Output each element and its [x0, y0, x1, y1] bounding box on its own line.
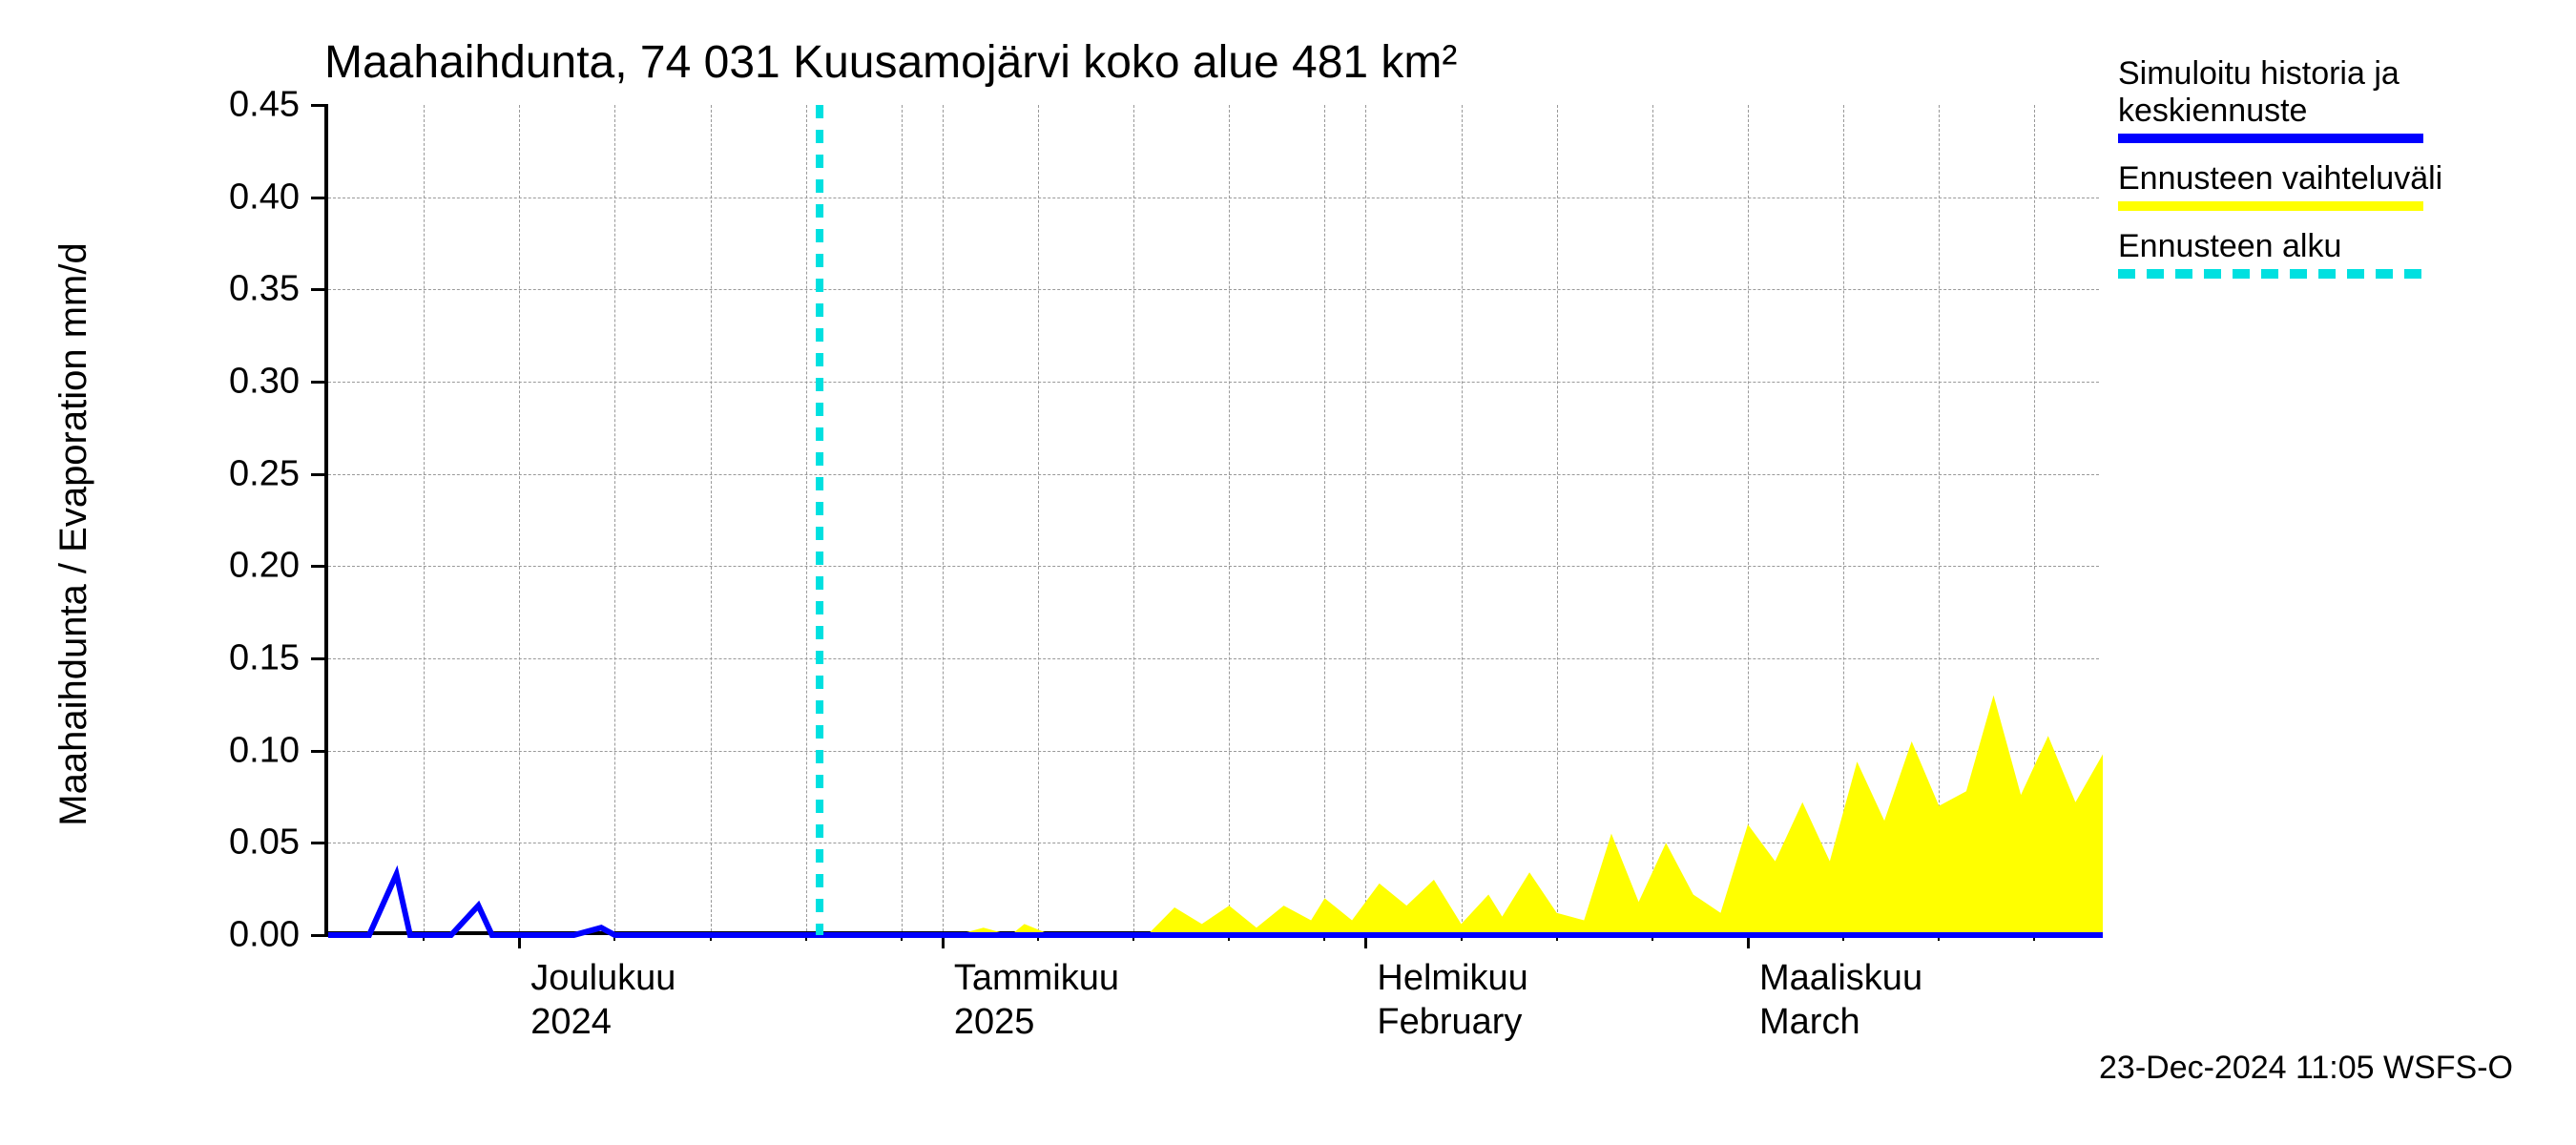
- chart-container: Maahaihdunta, 74 031 Kuusamojärvi koko a…: [0, 0, 2576, 1145]
- legend-label: Simuloitu historia ja: [2118, 55, 2442, 93]
- ytick-label: 0.15: [229, 638, 328, 679]
- ytick-label: 0.45: [229, 85, 328, 126]
- xlabel: Tammikuu: [954, 958, 1119, 999]
- footer-timestamp: 23-Dec-2024 11:05 WSFS-O: [2099, 1050, 2513, 1087]
- ytick-label: 0.05: [229, 822, 328, 864]
- legend-label: keskiennuste: [2118, 93, 2442, 130]
- data-layer: [328, 105, 2103, 935]
- xlabel-sub: 2024: [530, 1002, 612, 1043]
- ytick-label: 0.30: [229, 362, 328, 403]
- legend-item: Ennusteen alku: [2118, 228, 2442, 279]
- legend-swatch: [2118, 134, 2423, 143]
- xlabel: Maaliskuu: [1759, 958, 1922, 999]
- legend-swatch: [2118, 201, 2423, 211]
- legend-item: Simuloitu historia jakeskiennuste: [2118, 55, 2442, 143]
- xlabel: Joulukuu: [530, 958, 675, 999]
- forecast-band: [820, 696, 2103, 935]
- legend-label: Ennusteen vaihteluväli: [2118, 160, 2442, 198]
- ytick-label: 0.40: [229, 177, 328, 218]
- xlabel: Helmikuu: [1377, 958, 1527, 999]
- chart-title: Maahaihdunta, 74 031 Kuusamojärvi koko a…: [324, 36, 1457, 89]
- ytick-label: 0.20: [229, 546, 328, 587]
- ytick-label: 0.25: [229, 453, 328, 494]
- ytick-label: 0.10: [229, 730, 328, 771]
- legend-item: Ennusteen vaihteluväli: [2118, 160, 2442, 211]
- ytick-label: 0.00: [229, 915, 328, 956]
- ytick-label: 0.35: [229, 269, 328, 310]
- xlabel-sub: 2025: [954, 1002, 1035, 1043]
- plot-area: 0.000.050.100.150.200.250.300.350.400.45…: [324, 105, 2099, 935]
- legend-swatch: [2118, 269, 2423, 279]
- y-axis-label: Maahaihdunta / Evaporation mm/d: [52, 242, 95, 825]
- legend-label: Ennusteen alku: [2118, 228, 2442, 265]
- xlabel-sub: March: [1759, 1002, 1860, 1043]
- legend: Simuloitu historia jakeskiennuste Ennuste…: [2118, 55, 2442, 296]
- xlabel-sub: February: [1377, 1002, 1522, 1043]
